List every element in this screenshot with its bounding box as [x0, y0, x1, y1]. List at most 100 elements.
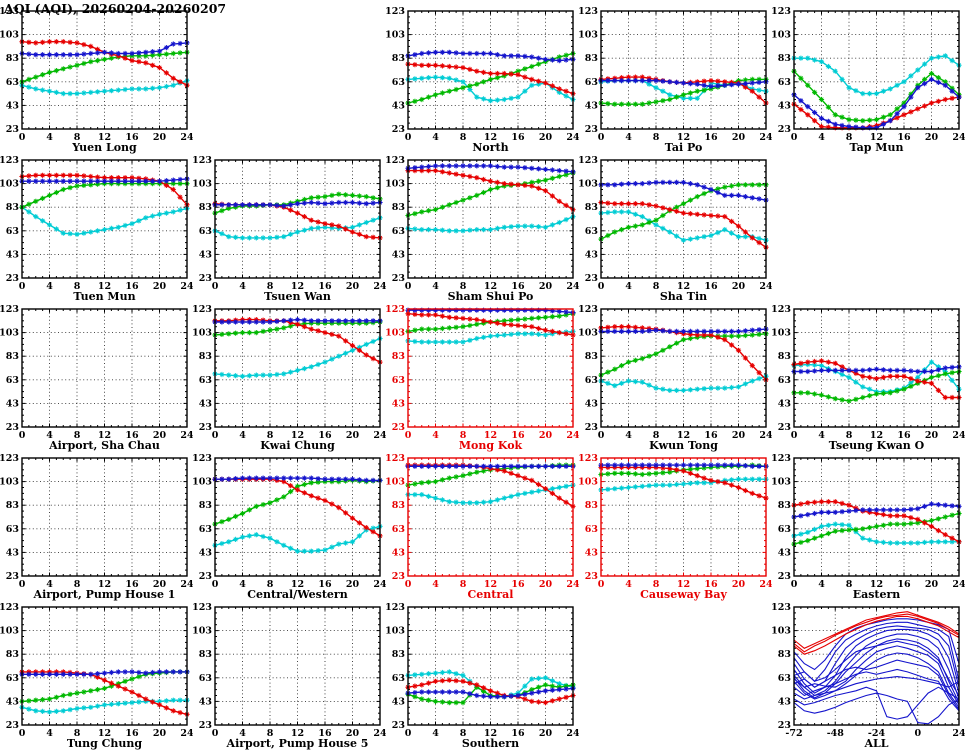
x-tick-label: 16 — [125, 579, 139, 590]
x-tick-label: 4 — [818, 579, 825, 590]
x-tick-label: 24 — [180, 430, 193, 441]
y-tick-label: 123 — [772, 7, 791, 17]
x-tick-label: 0 — [914, 728, 921, 739]
series-blue-markers — [598, 179, 769, 203]
x-tick-label: 20 — [346, 430, 360, 441]
x-tick-label: 4 — [239, 728, 246, 739]
y-tick-label: 103 — [579, 179, 598, 190]
x-tick-label: 8 — [267, 430, 274, 441]
y-tick-label: 103 — [193, 179, 212, 190]
x-tick-label: 16 — [125, 728, 139, 739]
x-tick-label: 8 — [74, 579, 81, 590]
x-tick-label: 24 — [759, 281, 772, 292]
series-cyan-markers — [19, 204, 190, 237]
x-tick-label: 12 — [484, 579, 497, 590]
chart-eastern: 23 43 63 83 103 123 0 4 8 12 16 20 24 Eastern — [771, 453, 965, 603]
chart-sha-tin: 23 43 63 83 103 123 0 4 8 12 16 20 24 Sha Tin — [578, 155, 773, 305]
chart-svg-tai-po: 23 43 63 83 103 123 0 4 8 12 16 20 24 Tai Po — [578, 6, 773, 154]
y-tick-label: 23 — [585, 273, 598, 284]
y-tick-label: 23 — [199, 422, 212, 433]
y-tick-label: 23 — [778, 124, 791, 135]
y-tick-label: 103 — [772, 477, 791, 488]
x-tick-label: 0 — [212, 430, 219, 441]
x-tick-label: 0 — [19, 579, 26, 590]
y-tick-label: 83 — [199, 649, 212, 660]
y-tick-label: 23 — [778, 720, 791, 731]
y-tick-label: 63 — [392, 226, 405, 237]
x-tick-label: 20 — [732, 281, 746, 292]
x-tick-label: 4 — [46, 281, 53, 292]
series-cyan-markers — [212, 215, 383, 241]
y-tick-label: 63 — [778, 524, 791, 535]
y-tick-label: 83 — [392, 53, 405, 64]
chart-north: 23 43 63 83 103 123 0 4 8 12 16 20 24 North — [385, 6, 580, 156]
x-tick-label: 16 — [318, 728, 332, 739]
chart-title: Airport, Sha Chau — [48, 439, 160, 452]
y-tick-label: 123 — [386, 305, 405, 315]
y-tick-label: 63 — [6, 375, 19, 386]
y-tick-label: 83 — [778, 500, 791, 511]
x-tick-label: 24 — [759, 430, 772, 441]
y-tick-label: 43 — [6, 100, 19, 111]
y-tick-label: 103 — [772, 626, 791, 637]
y-tick-label: 123 — [579, 156, 598, 166]
y-tick-label: 123 — [193, 454, 212, 464]
chart-svg-mong-kok: 23 43 63 83 103 123 0 4 8 12 16 20 24 Mong Kok — [385, 304, 580, 452]
x-tick-label: 24 — [952, 579, 965, 590]
y-tick-label: 43 — [392, 100, 405, 111]
x-tick-label: 24 — [566, 579, 579, 590]
x-tick-label: 20 — [539, 728, 553, 739]
all-line-red — [793, 613, 960, 653]
all-line-blue — [793, 645, 960, 706]
y-tick-label: 123 — [579, 7, 598, 17]
x-tick-label: 0 — [598, 132, 605, 143]
y-tick-label: 43 — [6, 696, 19, 707]
chart-svg-tung-chung: 23 43 63 83 103 123 0 4 8 12 16 20 24 Tung Chung — [0, 602, 194, 750]
chart-svg-airport-sha-chau: 23 43 63 83 103 123 0 4 8 12 16 20 24 Airport, Sha Ch… — [0, 304, 194, 452]
x-tick-label: 4 — [625, 430, 632, 441]
x-tick-label: 8 — [460, 430, 467, 441]
x-tick-label: 20 — [732, 430, 746, 441]
y-tick-label: 103 — [193, 626, 212, 637]
x-tick-label: 24 — [566, 132, 579, 143]
y-tick-label: 123 — [0, 305, 19, 315]
x-tick-label: 20 — [346, 579, 360, 590]
x-tick-label: 8 — [846, 430, 853, 441]
x-tick-label: 0 — [598, 579, 605, 590]
chart-title: Causeway Bay — [640, 588, 727, 601]
y-tick-label: 83 — [585, 202, 598, 213]
x-tick-label: 20 — [732, 132, 746, 143]
x-tick-label: 20 — [153, 728, 167, 739]
y-tick-label: 43 — [585, 398, 598, 409]
x-tick-label: 4 — [46, 132, 53, 143]
y-tick-label: 103 — [193, 328, 212, 339]
x-tick-label: 24 — [952, 132, 965, 143]
x-tick-label: 0 — [19, 728, 26, 739]
y-tick-label: 123 — [193, 603, 212, 613]
x-tick-label: -48 — [827, 728, 845, 739]
y-tick-label: 43 — [392, 249, 405, 260]
x-tick-label: 24 — [759, 579, 772, 590]
x-tick-label: 0 — [405, 430, 412, 441]
chart-title: Yuen Long — [71, 141, 137, 154]
y-tick-label: 23 — [199, 571, 212, 582]
chart-all: 23 43 63 83 103 123 -72 -48 -24 0 24 ALL — [771, 602, 965, 752]
y-tick-label: 63 — [778, 673, 791, 684]
y-tick-label: 123 — [386, 7, 405, 17]
y-tick-label: 123 — [193, 156, 212, 166]
y-tick-label: 43 — [6, 398, 19, 409]
chart-svg-sham-shui-po: 23 43 63 83 103 123 0 4 8 12 16 20 24 Sham Shui Po — [385, 155, 580, 303]
x-tick-label: 20 — [925, 132, 939, 143]
x-tick-label: 16 — [125, 132, 139, 143]
y-tick-label: 123 — [0, 454, 19, 464]
series-red-markers — [598, 74, 769, 106]
x-tick-label: 12 — [677, 579, 690, 590]
chart-title: Mong Kok — [459, 439, 523, 452]
y-tick-label: 43 — [585, 547, 598, 558]
y-tick-label: 83 — [585, 53, 598, 64]
y-tick-label: 23 — [392, 422, 405, 433]
x-tick-label: 20 — [153, 281, 167, 292]
y-tick-label: 63 — [585, 226, 598, 237]
x-tick-label: 16 — [318, 579, 332, 590]
y-tick-label: 103 — [0, 179, 19, 190]
